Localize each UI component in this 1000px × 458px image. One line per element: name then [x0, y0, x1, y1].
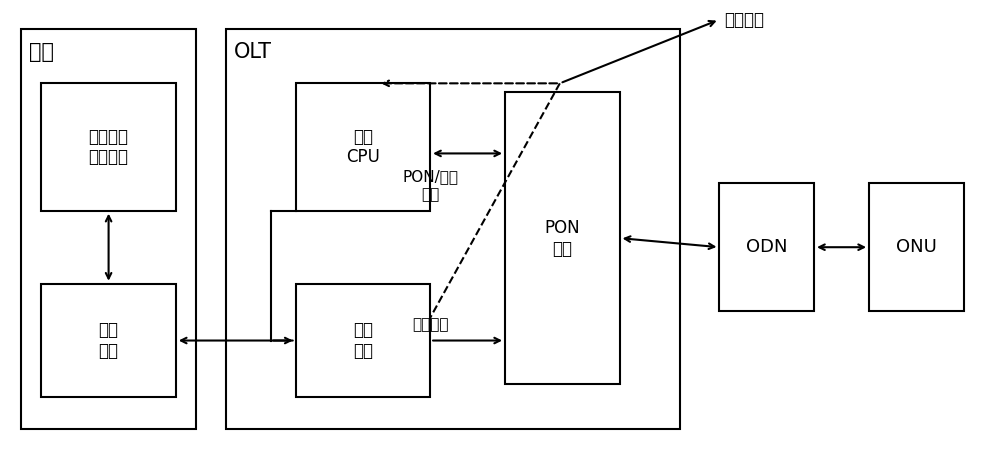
FancyBboxPatch shape [296, 83, 430, 211]
Text: 交换
芯片: 交换 芯片 [353, 321, 373, 360]
FancyBboxPatch shape [505, 93, 620, 384]
FancyBboxPatch shape [869, 184, 964, 311]
Text: 镜像通道: 镜像通道 [724, 11, 764, 28]
Text: OLT: OLT [234, 42, 272, 62]
FancyBboxPatch shape [719, 184, 814, 311]
Text: 外设: 外设 [29, 42, 54, 62]
FancyBboxPatch shape [21, 29, 196, 429]
FancyBboxPatch shape [296, 284, 430, 398]
Text: 报文分析
查看工具: 报文分析 查看工具 [89, 128, 129, 166]
FancyBboxPatch shape [41, 83, 176, 211]
Text: 二层报文: 二层报文 [412, 317, 448, 332]
Text: ONU: ONU [896, 238, 937, 256]
Text: ODN: ODN [746, 238, 788, 256]
Text: 主控
CPU: 主控 CPU [346, 128, 380, 166]
FancyBboxPatch shape [41, 284, 176, 398]
Text: PON
芯片: PON 芯片 [545, 219, 580, 257]
Text: 存储
设备: 存储 设备 [99, 321, 119, 360]
Text: PON/三层
报文: PON/三层 报文 [402, 169, 458, 202]
FancyBboxPatch shape [226, 29, 680, 429]
